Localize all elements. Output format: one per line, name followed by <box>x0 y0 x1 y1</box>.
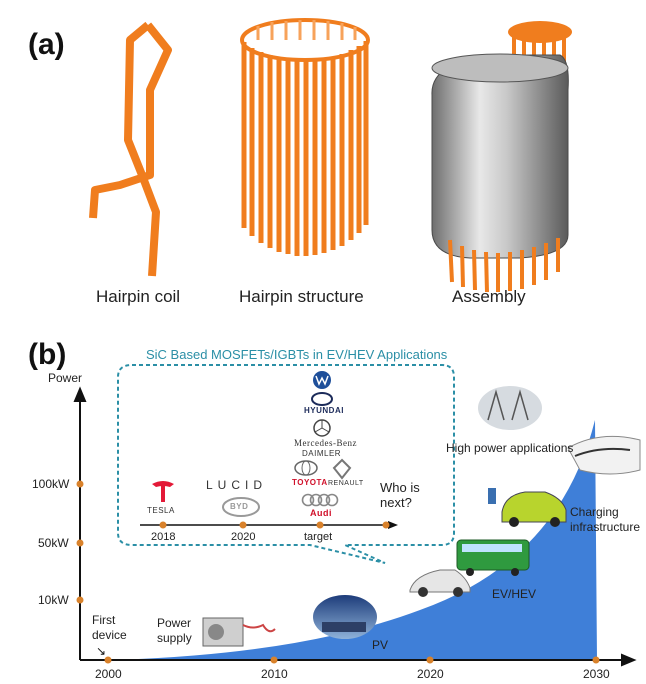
panel-a-label: (a) <box>28 28 65 61</box>
audi-logo-icon <box>301 493 339 507</box>
callout-box <box>117 364 455 564</box>
hyundai-logo-icon <box>311 392 333 406</box>
y-tick-50kw: 50kW <box>38 536 69 550</box>
x-tick-2000: 2000 <box>95 667 122 681</box>
timeline-label-2020: 2020 <box>231 531 256 543</box>
y-tick-100kw: 100kW <box>32 477 70 491</box>
callout-title: SiC Based MOSFETs/IGBTs in EV/HEV Applic… <box>146 347 448 362</box>
byd-logo-icon <box>222 497 260 517</box>
charging-station-image <box>488 488 567 527</box>
x-tick-2030: 2030 <box>583 667 610 681</box>
high-power-applications-label: High power applications <box>446 441 574 455</box>
axis-markers <box>76 480 600 664</box>
first-device-arrow-icon: ↘ <box>96 644 107 658</box>
daimler-logo-text: DAIMLER <box>302 449 342 458</box>
power-supply-label: Power supply <box>157 616 192 645</box>
tesla-logo-text: TESLA <box>147 506 175 515</box>
y-axis-label: Power <box>48 371 83 385</box>
volkswagen-logo-icon <box>313 371 331 389</box>
hairpin-structure-image <box>240 18 370 256</box>
high-speed-train-image <box>567 435 641 475</box>
x-tick-2020: 2020 <box>417 667 444 681</box>
toyota-logo-text: TOYOTA <box>292 478 328 487</box>
callout-timeline <box>140 521 398 529</box>
mercedes-logo-icon <box>313 419 331 437</box>
growth-area <box>110 420 597 660</box>
byd-logo-text: BYD <box>230 502 249 511</box>
power-supply-image <box>202 617 276 647</box>
toyota-logo-icon <box>294 460 318 476</box>
renault-logo-text: RENAULT <box>328 480 364 487</box>
timeline-label-2018: 2018 <box>151 531 176 543</box>
pv-label: PV <box>372 638 389 652</box>
chart-axes <box>73 386 637 667</box>
hyundai-logo-text: HYUNDAI <box>304 406 344 415</box>
first-device-label: First device <box>92 613 127 642</box>
mercedes-logo-text: Mercedes-Benz <box>294 438 357 448</box>
tesla-logo-icon <box>152 481 174 502</box>
panel-b-label: (b) <box>28 338 67 371</box>
pv-image <box>313 595 377 639</box>
charging-infrastructure-label: Charging infrastructure <box>570 505 641 534</box>
renault-logo-icon <box>332 458 352 480</box>
caption-assembly: Assembly <box>452 287 526 306</box>
electric-bus-image <box>456 539 530 576</box>
lucid-logo-text: LUCID <box>206 478 268 492</box>
ev-hev-label: EV/HEV <box>492 587 537 601</box>
caption-hairpin-structure: Hairpin structure <box>239 287 364 306</box>
who-is-next-label: Who is next? <box>380 480 420 510</box>
x-tick-2010: 2010 <box>261 667 288 681</box>
audi-logo-text: Audi <box>310 508 332 518</box>
timeline-label-target: target <box>304 531 333 543</box>
electric-car-image <box>409 569 471 597</box>
hairpin-coil-image <box>89 21 172 277</box>
assembly-image <box>431 21 572 293</box>
y-tick-10kw: 10kW <box>38 593 69 607</box>
caption-hairpin-coil: Hairpin coil <box>96 287 181 306</box>
substation-image <box>478 386 542 430</box>
